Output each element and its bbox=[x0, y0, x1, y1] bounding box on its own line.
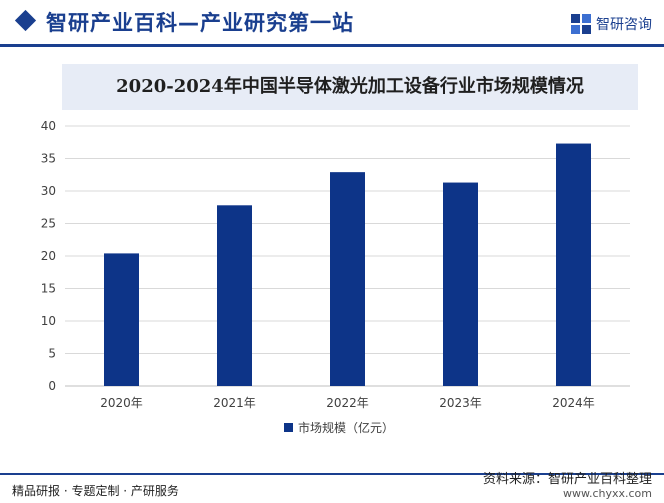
logo[interactable]: 智研咨询 bbox=[570, 12, 652, 36]
x-tick-label: 2021年 bbox=[213, 396, 256, 410]
data-source: 资料来源：智研产业百科整理 bbox=[482, 472, 652, 487]
x-tick-label: 2022年 bbox=[326, 396, 369, 410]
x-tick-label: 2020年 bbox=[100, 396, 143, 410]
bar-chart: 0 5 10 15 20 25 30 35 40 2020年 2021年 2022年 2023年 2024… bbox=[41, 119, 630, 435]
y-tick-label: 10 bbox=[41, 314, 56, 328]
legend-swatch bbox=[284, 423, 293, 432]
y-tick-label: 25 bbox=[41, 217, 56, 231]
x-tick-label: 2023年 bbox=[439, 396, 482, 410]
y-tick-label: 40 bbox=[41, 119, 56, 133]
header-divider bbox=[0, 44, 664, 47]
y-tick-label: 35 bbox=[41, 152, 56, 166]
footer-divider bbox=[0, 473, 664, 475]
brand-diamond-icon bbox=[14, 9, 37, 32]
bar bbox=[104, 253, 139, 386]
y-tick-label: 30 bbox=[41, 184, 56, 198]
bar bbox=[556, 143, 591, 386]
y-tick-label: 20 bbox=[41, 249, 56, 263]
chart-title: 2020-2024年中国半导体激光加工设备行业市场规模情况 bbox=[116, 76, 584, 97]
bar bbox=[217, 205, 252, 386]
brand-title: 智研产业百科—产业研究第一站 bbox=[46, 11, 354, 35]
y-tick-label: 0 bbox=[48, 379, 56, 393]
logo-icon bbox=[571, 14, 591, 34]
x-tick-label: 2024年 bbox=[552, 396, 595, 410]
bar bbox=[330, 172, 365, 386]
legend-label: 市场规模（亿元） bbox=[298, 420, 394, 435]
logo-text: 智研咨询 bbox=[596, 17, 652, 33]
chart-title-band: 2020-2024年中国半导体激光加工设备行业市场规模情况 bbox=[62, 64, 638, 110]
y-tick-label: 15 bbox=[41, 282, 56, 296]
footer-url[interactable]: www.chyxx.com bbox=[562, 487, 652, 500]
header: 智研产业百科—产业研究第一站 智研咨询 bbox=[0, 0, 664, 48]
bar bbox=[443, 182, 478, 386]
footer-tagline: 精品研报 · 专题定制 · 产研服务 bbox=[12, 484, 179, 498]
y-tick-label: 5 bbox=[48, 347, 56, 361]
